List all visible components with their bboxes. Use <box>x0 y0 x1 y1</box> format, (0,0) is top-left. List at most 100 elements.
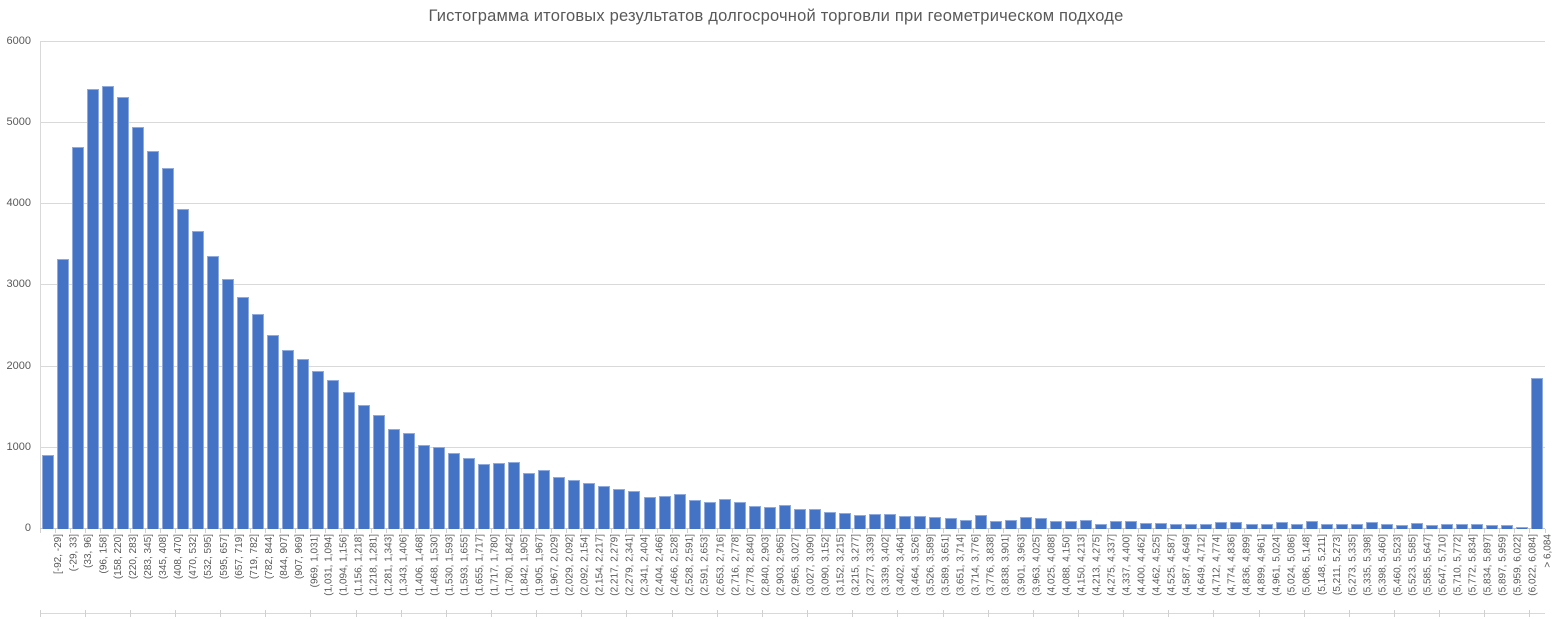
histogram-bar[interactable] <box>748 506 761 529</box>
histogram-bar[interactable] <box>1245 524 1258 529</box>
histogram-bar[interactable] <box>161 167 174 529</box>
histogram-bar[interactable] <box>794 508 807 529</box>
histogram-bar[interactable] <box>718 499 731 529</box>
histogram-bar[interactable] <box>101 85 114 529</box>
histogram-bar[interactable] <box>131 127 144 529</box>
histogram-bar[interactable] <box>297 358 310 529</box>
histogram-bar[interactable] <box>146 150 159 529</box>
histogram-bar[interactable] <box>1275 522 1288 529</box>
histogram-bar[interactable] <box>252 313 265 529</box>
histogram-bar[interactable] <box>1305 521 1318 529</box>
histogram-bar[interactable] <box>41 455 54 529</box>
histogram-bar[interactable] <box>929 516 942 529</box>
histogram-bar[interactable] <box>86 88 99 529</box>
histogram-bar[interactable] <box>477 464 490 529</box>
histogram-bar[interactable] <box>1426 525 1439 529</box>
histogram-bar[interactable] <box>1034 518 1047 529</box>
histogram-bar[interactable] <box>839 513 852 529</box>
histogram-bar[interactable] <box>613 488 626 529</box>
histogram-bar[interactable] <box>824 511 837 529</box>
histogram-bar[interactable] <box>56 258 69 529</box>
histogram-bar[interactable] <box>1516 526 1529 529</box>
histogram-bar[interactable] <box>974 515 987 529</box>
histogram-bar[interactable] <box>1049 520 1062 529</box>
histogram-bar[interactable] <box>989 520 1002 529</box>
histogram-bar[interactable] <box>778 505 791 529</box>
histogram-bar[interactable] <box>282 350 295 529</box>
histogram-bar[interactable] <box>1155 522 1168 529</box>
histogram-bar[interactable] <box>357 405 370 529</box>
histogram-bar[interactable] <box>1260 523 1273 529</box>
histogram-bar[interactable] <box>1411 522 1424 529</box>
histogram-bar[interactable] <box>71 147 84 529</box>
histogram-bar[interactable] <box>643 496 656 529</box>
histogram-bar[interactable] <box>1350 523 1363 529</box>
histogram-bar[interactable] <box>809 509 822 529</box>
histogram-bar[interactable] <box>447 452 460 529</box>
histogram-bar[interactable] <box>176 209 189 529</box>
histogram-bar[interactable] <box>688 499 701 529</box>
histogram-bar[interactable] <box>763 506 776 529</box>
histogram-bar[interactable] <box>462 457 475 529</box>
histogram-bar[interactable] <box>1380 524 1393 529</box>
histogram-bar[interactable] <box>1125 520 1138 529</box>
histogram-bar[interactable] <box>432 446 445 529</box>
histogram-bar[interactable] <box>1064 520 1077 529</box>
histogram-bar[interactable] <box>583 483 596 529</box>
histogram-bar[interactable] <box>1185 523 1198 529</box>
histogram-bar[interactable] <box>869 513 882 529</box>
histogram-bar[interactable] <box>237 297 250 529</box>
histogram-bar[interactable] <box>1365 522 1378 529</box>
histogram-bar[interactable] <box>568 480 581 529</box>
histogram-bar[interactable] <box>884 514 897 529</box>
histogram-bar[interactable] <box>658 495 671 529</box>
histogram-bar[interactable] <box>1200 523 1213 529</box>
histogram-bar[interactable] <box>372 415 385 529</box>
histogram-bar[interactable] <box>1501 525 1514 529</box>
histogram-bar[interactable] <box>1396 525 1409 529</box>
histogram-bar[interactable] <box>538 469 551 529</box>
histogram-bar[interactable] <box>944 518 957 529</box>
histogram-bar[interactable] <box>267 335 280 529</box>
histogram-bar[interactable] <box>1290 523 1303 529</box>
histogram-bar[interactable] <box>703 502 716 529</box>
histogram-bar[interactable] <box>598 486 611 529</box>
histogram-bar[interactable] <box>899 516 912 529</box>
histogram-bar[interactable] <box>1335 524 1348 529</box>
histogram-bar[interactable] <box>1441 524 1454 529</box>
histogram-bar[interactable] <box>387 428 400 529</box>
histogram-bar[interactable] <box>1215 522 1228 529</box>
histogram-bar[interactable] <box>523 472 536 529</box>
histogram-bar[interactable] <box>402 433 415 529</box>
histogram-bar[interactable] <box>493 463 506 529</box>
histogram-bar[interactable] <box>508 462 521 529</box>
histogram-bar[interactable] <box>733 501 746 529</box>
histogram-bar[interactable] <box>342 392 355 529</box>
histogram-bar[interactable] <box>1095 523 1108 529</box>
histogram-bar[interactable] <box>327 380 340 529</box>
histogram-bar[interactable] <box>207 256 220 529</box>
histogram-bar[interactable] <box>417 445 430 529</box>
histogram-bar[interactable] <box>1004 519 1017 529</box>
histogram-bar[interactable] <box>222 279 235 529</box>
histogram-bar[interactable] <box>1320 523 1333 529</box>
histogram-bar[interactable] <box>1170 524 1183 529</box>
histogram-bar[interactable] <box>312 370 325 529</box>
histogram-bar[interactable] <box>673 493 686 529</box>
histogram-bar[interactable] <box>1110 521 1123 529</box>
histogram-bar[interactable] <box>628 491 641 529</box>
histogram-bar[interactable] <box>553 477 566 529</box>
histogram-bar[interactable] <box>914 516 927 529</box>
histogram-bar[interactable] <box>1531 378 1544 529</box>
histogram-bar[interactable] <box>192 231 205 529</box>
histogram-bar[interactable] <box>116 97 129 529</box>
histogram-bar[interactable] <box>1079 520 1092 529</box>
histogram-bar[interactable] <box>1456 524 1469 529</box>
histogram-bar[interactable] <box>854 514 867 529</box>
histogram-bar[interactable] <box>1471 524 1484 529</box>
histogram-bar[interactable] <box>1230 522 1243 529</box>
histogram-bar[interactable] <box>959 520 972 529</box>
histogram-bar[interactable] <box>1019 516 1032 529</box>
histogram-bar[interactable] <box>1140 522 1153 529</box>
histogram-bar[interactable] <box>1486 525 1499 529</box>
